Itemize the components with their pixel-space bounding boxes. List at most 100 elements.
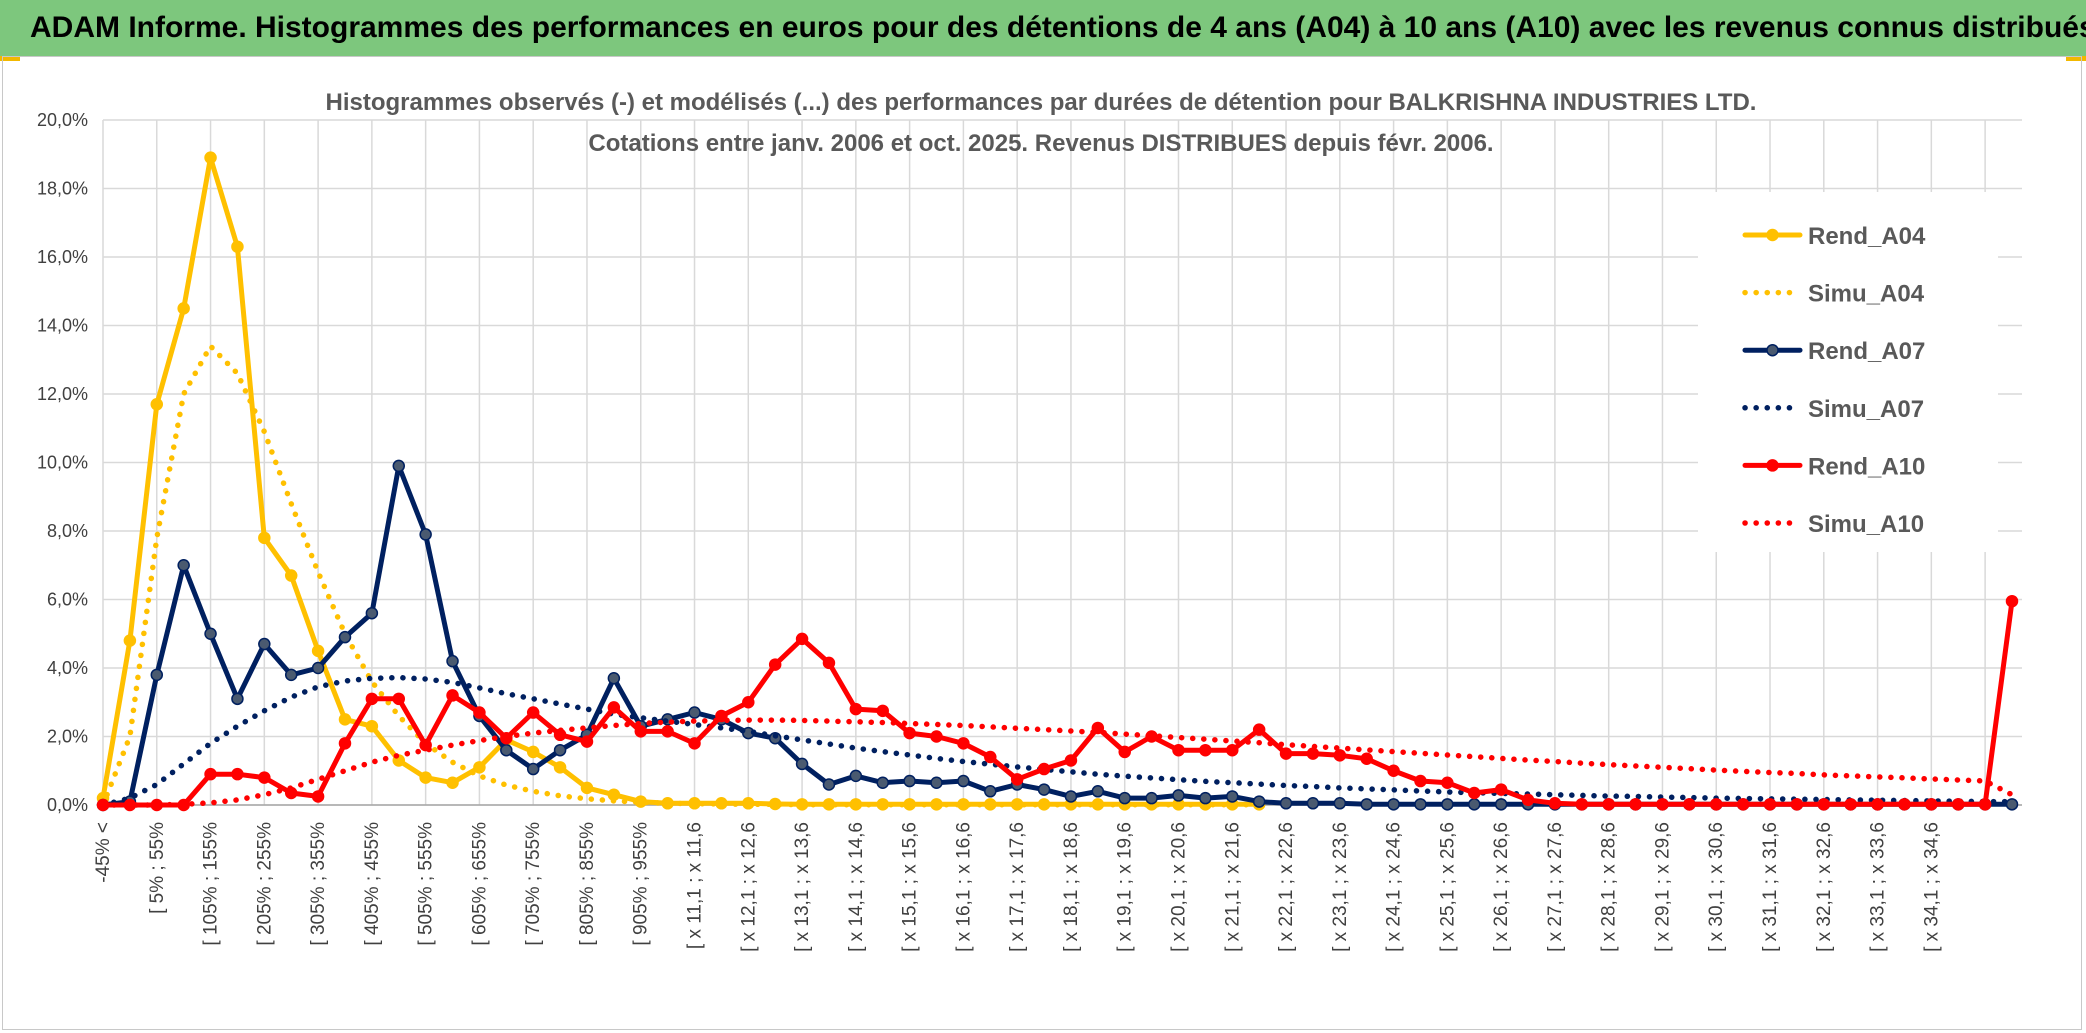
data-point-Rend_A07 bbox=[1360, 798, 1373, 811]
data-point-Rend_A07 bbox=[177, 559, 190, 572]
data-point-Rend_A10 bbox=[661, 725, 674, 738]
legend-label-Simu_A10: Simu_A10 bbox=[1808, 511, 1924, 538]
y-tick-label: 10,0% bbox=[37, 453, 88, 473]
data-point-Rend_A10 bbox=[1172, 743, 1185, 757]
data-point-Rend_A07 bbox=[1064, 790, 1078, 803]
y-tick-label: 4,0% bbox=[47, 658, 88, 678]
y-tick-label: 8,0% bbox=[47, 521, 88, 541]
x-tick-label: [ 305% ; 355% bbox=[308, 822, 329, 946]
data-point-Rend_A10 bbox=[607, 701, 621, 714]
data-point-Rend_A07 bbox=[365, 606, 379, 620]
y-tick-label: 6,0% bbox=[47, 590, 88, 610]
data-point-Rend_A10 bbox=[311, 790, 325, 803]
chart-title-line-2: Cotations entre janv. 2006 et oct. 2025.… bbox=[588, 130, 1493, 157]
data-point-Rend_A07 bbox=[1494, 798, 1508, 811]
data-point-Rend_A10 bbox=[1951, 798, 1965, 811]
data-point-Rend_A04 bbox=[123, 634, 137, 647]
data-point-Rend_A10 bbox=[1494, 783, 1508, 796]
data-point-Rend_A07 bbox=[1333, 797, 1347, 810]
y-tick-label: 20,0% bbox=[37, 110, 88, 130]
corner-accent-right bbox=[2066, 56, 2086, 61]
report-title: ADAM Informe. Histogrammes des performan… bbox=[30, 11, 2086, 44]
corner-accent-left bbox=[0, 56, 20, 61]
data-point-Rend_A04 bbox=[526, 745, 540, 759]
legend-marker-Rend_A07 bbox=[1766, 343, 1779, 357]
data-point-Rend_A10 bbox=[1925, 798, 1938, 811]
data-point-Rend_A04 bbox=[177, 302, 190, 315]
data-point-Rend_A10 bbox=[473, 706, 486, 719]
data-point-Rend_A10 bbox=[204, 767, 217, 781]
data-point-Rend_A07 bbox=[984, 785, 997, 798]
data-point-Rend_A07 bbox=[284, 668, 298, 682]
data-point-Rend_A10 bbox=[1360, 752, 1373, 766]
series-line-Simu_A07 bbox=[100, 674, 2015, 808]
data-point-Rend_A07 bbox=[876, 776, 889, 789]
data-point-Rend_A04 bbox=[284, 569, 298, 582]
data-point-Rend_A04 bbox=[338, 713, 352, 726]
data-point-Rend_A10 bbox=[1978, 798, 1992, 811]
data-point-Rend_A07 bbox=[2005, 798, 2019, 811]
data-point-Rend_A10 bbox=[1871, 798, 1884, 811]
data-point-Rend_A07 bbox=[1172, 789, 1185, 802]
data-point-Rend_A10 bbox=[1844, 798, 1857, 811]
x-tick-label: [ x 26,1 ; x 26,6 bbox=[1491, 822, 1512, 952]
data-point-Rend_A10 bbox=[1709, 798, 1723, 811]
data-point-Rend_A07 bbox=[1441, 798, 1454, 811]
x-tick-label: [ x 27,1 ; x 27,6 bbox=[1545, 822, 1566, 952]
data-point-Rend_A07 bbox=[392, 459, 406, 473]
x-tick-label: [ x 13,1 ; x 13,6 bbox=[792, 822, 813, 952]
data-point-Rend_A10 bbox=[231, 767, 244, 781]
data-point-Rend_A10 bbox=[338, 737, 352, 750]
data-point-Rend_A10 bbox=[849, 702, 863, 716]
data-point-Rend_A10 bbox=[957, 737, 970, 750]
data-point-Rend_A10 bbox=[258, 771, 271, 784]
data-point-Rend_A10 bbox=[1629, 798, 1642, 811]
legend-marker-Rend_A04 bbox=[1766, 228, 1779, 242]
data-point-Rend_A07 bbox=[311, 661, 325, 675]
data-point-Rend_A07 bbox=[1226, 790, 1239, 803]
data-point-Rend_A10 bbox=[1010, 773, 1024, 786]
data-point-Rend_A07 bbox=[957, 774, 970, 788]
data-point-Rend_A10 bbox=[876, 704, 889, 718]
data-point-Rend_A07 bbox=[688, 706, 701, 719]
x-tick-label: [ x 14,1 ; x 14,6 bbox=[846, 822, 867, 952]
data-point-Rend_A10 bbox=[1118, 745, 1131, 759]
data-point-Rend_A10 bbox=[1817, 798, 1831, 811]
y-tick-label: 16,0% bbox=[37, 247, 88, 267]
y-tick-label: 12,0% bbox=[37, 384, 88, 404]
data-point-Rend_A04 bbox=[473, 761, 486, 774]
data-point-Rend_A07 bbox=[1145, 791, 1158, 805]
data-point-Rend_A10 bbox=[446, 689, 459, 702]
x-tick-label: [ 805% ; 855% bbox=[577, 822, 598, 946]
data-point-Rend_A07 bbox=[258, 637, 271, 651]
data-point-Rend_A10 bbox=[392, 692, 406, 706]
x-tick-label: [ x 34,1 ; x 34,6 bbox=[1921, 822, 1942, 952]
data-point-Rend_A10 bbox=[1064, 754, 1078, 767]
report-banner: ADAM Informe. Histogrammes des performan… bbox=[0, 0, 2086, 56]
x-axis-ticks: -45% < [ 5% ; 55% [ 105% ; 155% [ 205% ; 25… bbox=[93, 822, 1942, 952]
data-point-Rend_A04 bbox=[258, 531, 271, 545]
x-tick-label: [ x 29,1 ; x 29,6 bbox=[1652, 822, 1673, 952]
data-point-Rend_A10 bbox=[1279, 747, 1293, 760]
x-tick-label: [ 505% ; 555% bbox=[416, 822, 437, 946]
data-point-Rend_A10 bbox=[1333, 749, 1347, 762]
chart-legend: Rend_A04 Simu_A04 Rend_A07 Simu_A07 Rend_A10… bbox=[1742, 223, 1926, 538]
legend-background bbox=[1698, 192, 1998, 552]
data-point-Rend_A07 bbox=[1306, 797, 1320, 810]
x-tick-label: [ 705% ; 755% bbox=[523, 822, 544, 946]
legend-label-Simu_A07: Simu_A07 bbox=[1808, 396, 1924, 423]
x-tick-label: [ x 25,1 ; x 25,6 bbox=[1437, 822, 1458, 952]
plot-area bbox=[96, 151, 2019, 812]
data-point-Rend_A07 bbox=[338, 630, 352, 644]
data-point-Rend_A10 bbox=[768, 658, 782, 671]
x-tick-label: [ 105% ; 155% bbox=[201, 822, 222, 946]
x-tick-label: [ x 24,1 ; x 24,6 bbox=[1384, 822, 1405, 952]
data-point-Rend_A04 bbox=[419, 771, 432, 784]
chart-title-line-1: Histogrammes observés (-) et modélisés (… bbox=[326, 89, 1757, 116]
data-point-Rend_A10 bbox=[795, 632, 809, 646]
data-point-Rend_A07 bbox=[1037, 783, 1051, 796]
data-point-Rend_A07 bbox=[1252, 795, 1266, 808]
data-point-Rend_A04 bbox=[553, 761, 567, 774]
data-point-Rend_A10 bbox=[634, 725, 647, 738]
